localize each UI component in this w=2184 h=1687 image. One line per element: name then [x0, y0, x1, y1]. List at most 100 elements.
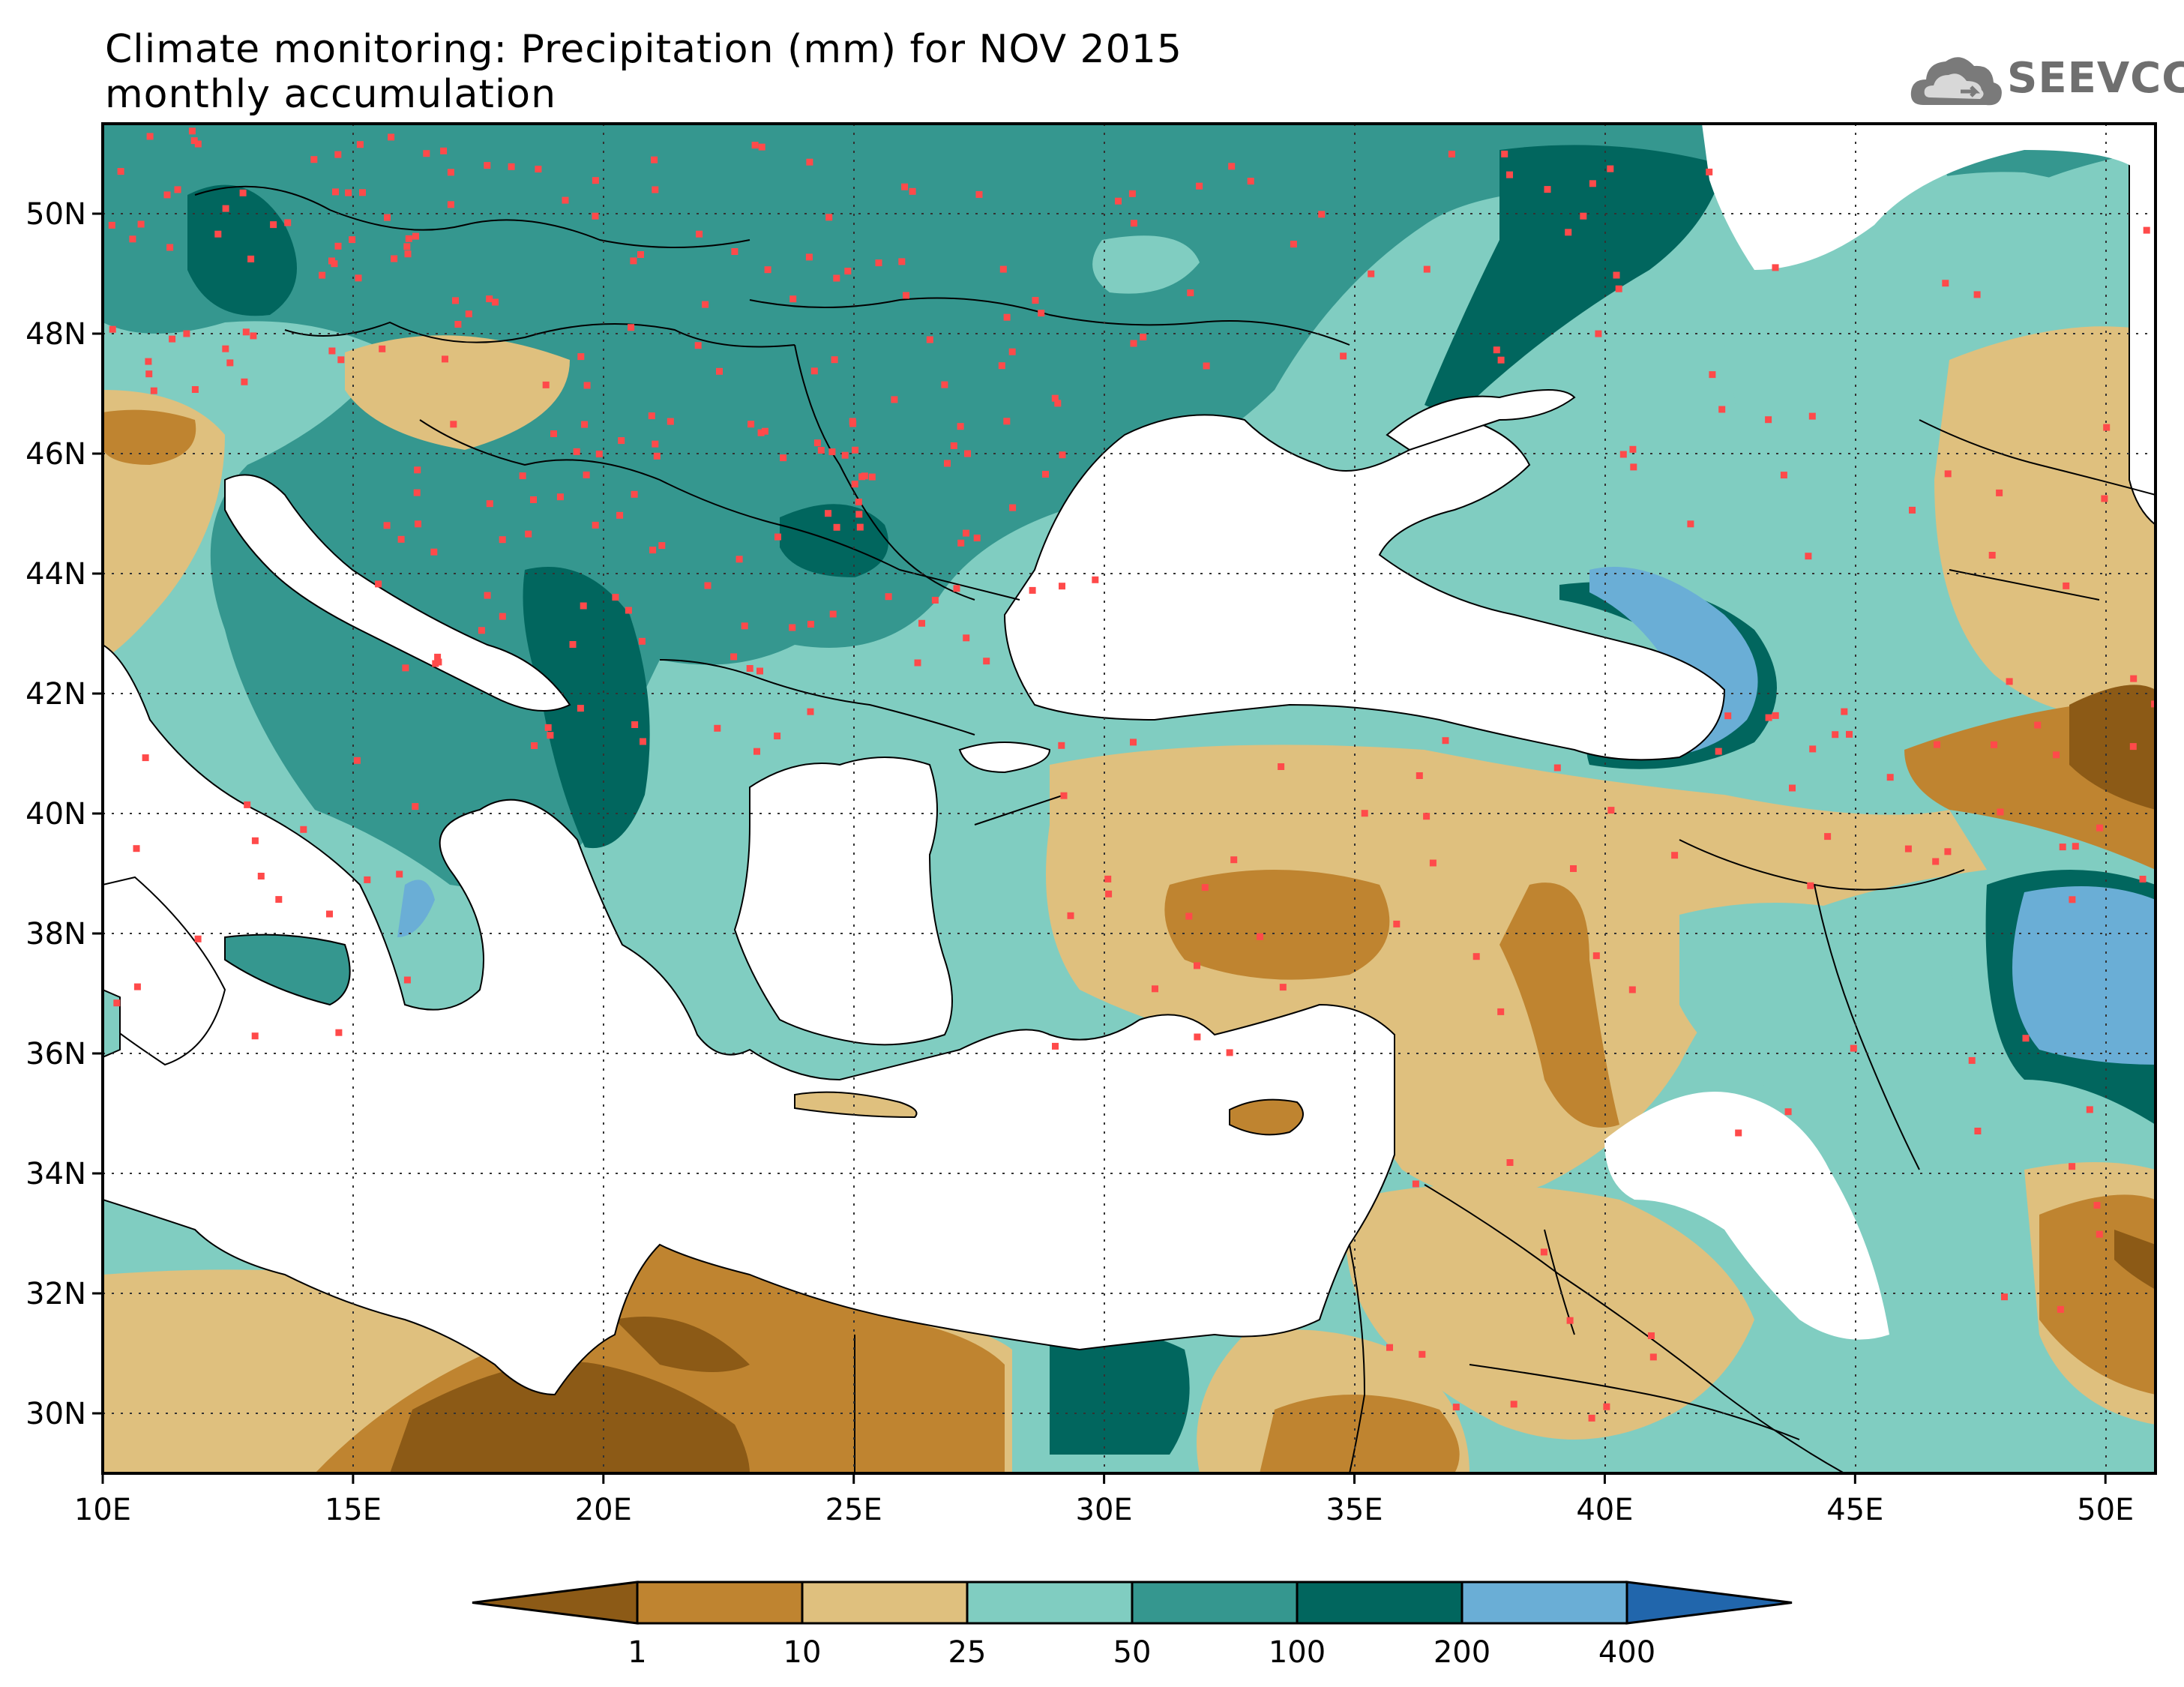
- station-marker: [486, 500, 493, 508]
- tyrrhenian-west: [103, 876, 226, 1066]
- station-marker: [226, 359, 234, 367]
- station-marker: [694, 342, 702, 349]
- station-marker: [450, 421, 457, 428]
- station-marker: [856, 523, 864, 531]
- station-marker: [1318, 211, 1326, 218]
- station-marker: [926, 336, 933, 343]
- station-marker: [1706, 168, 1713, 175]
- station-marker: [1128, 190, 1136, 197]
- station-marker: [1201, 884, 1209, 891]
- station-marker: [434, 653, 442, 661]
- station-marker: [807, 621, 814, 628]
- station-marker: [1540, 1248, 1547, 1256]
- station-marker: [169, 335, 176, 343]
- station-marker: [375, 580, 382, 588]
- longitude-axis: 10E 15E 20E 25E 30E 35E 40E 45E 50E: [74, 1473, 2134, 1527]
- station-marker: [1588, 1414, 1595, 1422]
- x-tick-label: 40E: [1576, 1493, 1633, 1527]
- station-marker: [628, 324, 635, 331]
- station-marker: [328, 347, 336, 355]
- station-marker: [1765, 714, 1772, 721]
- station-marker: [2059, 844, 2066, 851]
- station-marker: [1841, 708, 1848, 715]
- station-marker: [2069, 1163, 2076, 1170]
- station-marker: [1497, 356, 1505, 364]
- colorbar-label: 50: [1113, 1635, 1152, 1670]
- station-marker: [1105, 890, 1113, 897]
- station-marker: [667, 418, 674, 425]
- station-marker: [1968, 1056, 1976, 1064]
- station-marker: [544, 724, 552, 731]
- station-marker: [1416, 772, 1423, 779]
- station-marker: [1629, 445, 1637, 453]
- colorbar-label: 400: [1598, 1635, 1655, 1670]
- station-marker: [484, 592, 491, 599]
- station-marker: [191, 386, 199, 393]
- station-marker: [1580, 212, 1587, 220]
- station-marker: [2006, 678, 2013, 685]
- station-marker: [1419, 1350, 1426, 1358]
- station-marker: [909, 187, 916, 195]
- station-marker: [950, 442, 957, 449]
- station-marker: [412, 232, 419, 240]
- station-marker: [844, 268, 852, 275]
- colorbar-cell: [636, 1581, 804, 1625]
- station-marker: [1506, 1159, 1514, 1166]
- station-marker: [396, 870, 403, 878]
- x-tick-label: 20E: [575, 1493, 632, 1527]
- station-marker: [222, 205, 229, 212]
- station-marker: [875, 259, 882, 267]
- station-marker: [581, 421, 589, 428]
- sea-areas: [103, 124, 2156, 1396]
- y-tick-label: 42N: [25, 677, 86, 712]
- station-marker: [499, 536, 506, 544]
- station-marker: [891, 396, 898, 403]
- station-marker: [780, 454, 787, 462]
- station-marker: [1393, 920, 1401, 927]
- lat-lon-grid: [103, 124, 2156, 1473]
- cyprus-island: [1229, 1098, 1304, 1136]
- tyrrhenian-ionian-sea: [103, 643, 1396, 1396]
- station-marker: [789, 295, 797, 303]
- station-marker: [2096, 1230, 2103, 1238]
- station-marker: [751, 142, 759, 149]
- station-marker: [841, 451, 849, 459]
- station-marker: [630, 257, 637, 265]
- precip-200-400-region: [397, 879, 435, 937]
- station-marker: [1944, 848, 1952, 855]
- station-marker: [1934, 741, 1940, 748]
- station-marker: [730, 653, 738, 661]
- station-marker: [577, 353, 585, 361]
- station-marker: [388, 133, 395, 141]
- station-marker: [1846, 730, 1853, 738]
- black-sea: [1003, 414, 1726, 761]
- station-marker: [648, 412, 655, 420]
- station-marker: [1226, 1049, 1233, 1056]
- aegean-sea: [733, 757, 953, 1046]
- station-marker: [508, 163, 515, 170]
- station-marker: [430, 548, 438, 556]
- station-marker: [914, 659, 921, 667]
- station-marker: [257, 873, 265, 879]
- sardinia-edge: [103, 988, 121, 1059]
- station-marker: [452, 297, 459, 304]
- y-tick-label: 44N: [25, 557, 86, 592]
- station-marker: [1809, 745, 1817, 753]
- station-marker: [918, 619, 925, 627]
- station-marker: [1278, 763, 1285, 770]
- station-marker: [486, 295, 493, 303]
- station-marker: [1051, 394, 1059, 402]
- station-marker: [1997, 808, 2004, 816]
- precip-below-1-region: [390, 1362, 750, 1473]
- station-marker: [383, 522, 391, 529]
- station-marker: [402, 664, 409, 672]
- precip-below-1-region: [2069, 685, 2156, 810]
- latitude-axis: 30N 32N 34N 36N 38N 40N 42N 44N 46N 48N 50N: [25, 197, 103, 1431]
- colorbar-arrow-left: [472, 1581, 639, 1625]
- station-marker: [716, 367, 723, 375]
- station-marker: [1368, 270, 1375, 277]
- station-marker: [1067, 912, 1074, 919]
- x-tick-label: 35E: [1326, 1493, 1383, 1527]
- station-marker: [414, 466, 421, 474]
- station-marker: [2130, 675, 2138, 682]
